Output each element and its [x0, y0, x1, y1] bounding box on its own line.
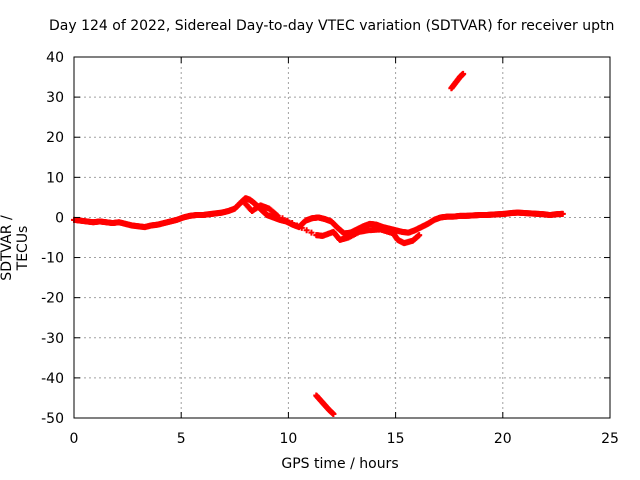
y-tick-label: 10	[46, 170, 64, 186]
data-point	[274, 212, 281, 219]
series-2	[448, 70, 467, 92]
x-tick-label: 0	[70, 431, 79, 447]
data-point	[279, 215, 286, 222]
series-1	[240, 198, 423, 247]
y-tick-label: -10	[41, 251, 64, 267]
x-tick-label: 10	[279, 431, 297, 447]
x-axis-label: GPS time / hours	[281, 456, 399, 472]
y-tick-label: 30	[46, 90, 64, 106]
x-tick-label: 15	[387, 431, 405, 447]
y-tick-label: 40	[46, 50, 64, 66]
data-point	[289, 220, 296, 227]
data-point	[330, 410, 337, 417]
x-tick-label: 5	[177, 431, 186, 447]
series-3	[313, 392, 337, 417]
y-tick-label: -50	[41, 411, 64, 427]
y-tick-label: 0	[55, 210, 64, 226]
data-points	[71, 70, 566, 417]
data-point	[303, 227, 310, 234]
y-tick-label: -30	[41, 331, 64, 347]
data-point	[559, 210, 566, 217]
y-tick-label: -40	[41, 371, 64, 387]
y-tick-label: -20	[41, 291, 64, 307]
series-0	[71, 195, 566, 237]
data-point	[284, 217, 291, 224]
chart-title: Day 124 of 2022, Sidereal Day-to-day VTE…	[49, 18, 615, 34]
data-point	[293, 222, 300, 229]
data-point	[298, 224, 305, 231]
plot-frame	[73, 56, 611, 419]
x-tick-label: 25	[601, 431, 619, 447]
y-tick-label: 20	[46, 130, 64, 146]
x-tick-label: 20	[494, 431, 512, 447]
data-point	[308, 229, 315, 236]
data-point	[460, 70, 467, 77]
axis-ticks: 0 5 10 15 20 25 -50 -40 -30 -20 -10 0 10 20 30 40	[41, 50, 619, 447]
data-point	[416, 232, 423, 239]
grid-lines	[74, 57, 610, 418]
